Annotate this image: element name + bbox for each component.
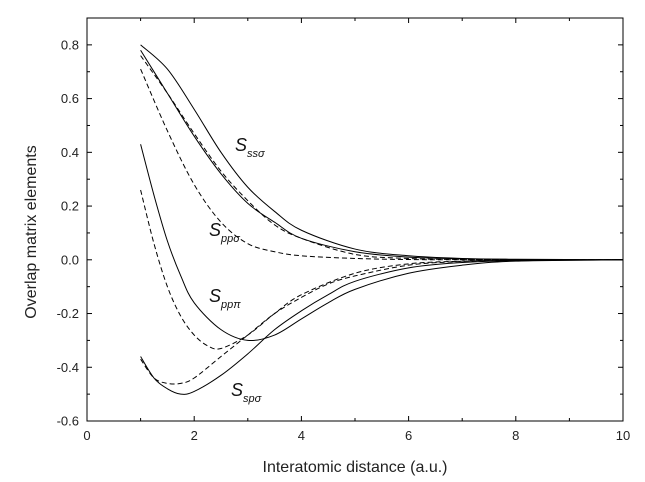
y-tick-label: 0.6 [61,91,79,106]
x-tick-label: 6 [405,428,412,443]
dashed-curve [140,189,624,350]
y-tick-label: 0.8 [61,37,79,52]
y-tick-label: -0.4 [57,360,79,375]
dashed-curve [140,68,623,261]
y-tick-label: 0.4 [61,145,79,160]
dashed-curve [140,259,624,385]
y-tick-label: 0.2 [61,199,79,214]
x-tick-label: 0 [83,428,90,443]
solid-curve [140,49,624,261]
x-tick-label: 4 [298,428,305,443]
plot-frame [86,17,624,422]
x-axis-title: Interatomic distance (a.u.) [263,459,448,476]
label-pp-pi: Sppπ [209,286,241,311]
y-axis-title: Overlap matrix elements [23,145,40,318]
curves [140,44,624,395]
y-tick-label: -0.2 [57,306,79,321]
dashed-curve [140,55,624,261]
curve-labels: Sssσ Sppσ Sppπ Sspσ [209,135,265,405]
axis-ticks: 0 2 4 6 8 10 -0.6 -0.4 -0.2 0.0 0.2 0.4 0.6 0.8 [57,17,630,443]
label-ss-sigma: Sssσ [235,135,265,160]
x-tick-label: 8 [512,428,519,443]
label-pp-sigma: Sppσ [209,220,240,245]
y-tick-label: 0.0 [61,252,79,267]
x-tick-label: 2 [191,428,198,443]
label-sp-sigma: Sspσ [231,380,262,405]
solid-curve [140,144,624,342]
x-tick-label: 10 [616,428,630,443]
y-tick-label: -0.6 [57,414,79,429]
solid-curve [140,259,624,395]
